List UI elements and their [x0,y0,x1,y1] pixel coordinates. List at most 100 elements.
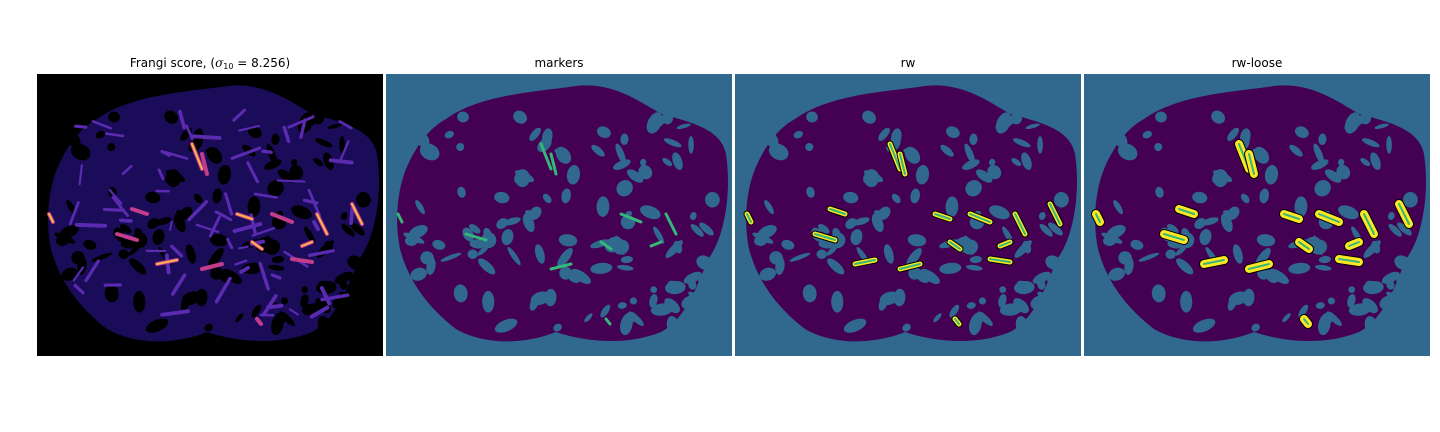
markers-image [386,74,732,356]
vessel-response [104,132,125,138]
vessel-response [328,158,354,165]
background-region [1403,192,1418,208]
vessel-response [157,168,165,181]
background-region [1106,224,1126,239]
marker-core [1298,241,1310,250]
vessel-response [74,124,88,129]
background-region [553,323,562,332]
dark-region [280,297,289,305]
background-region [426,257,436,275]
background-region [649,294,658,308]
vessel-response [261,149,273,154]
background-region [1014,240,1032,259]
background-region [1045,255,1062,270]
vessel-response [187,200,209,222]
marker-core [899,263,921,270]
background-region [469,239,486,249]
dark-region [251,304,262,318]
vessel-response [164,151,189,160]
background-region [1298,304,1309,318]
background-region [989,205,1010,220]
marker-core [854,259,876,265]
dark-region [155,217,172,226]
background-region [1386,136,1392,154]
background-region [1388,223,1402,237]
marker-core [1248,263,1270,270]
background-region [1037,291,1057,307]
vessel-response-strong [270,212,294,224]
vessel-response [307,249,335,258]
vessel-response-strong [200,152,209,176]
background-region [975,169,993,183]
background-region [1165,249,1176,259]
background-region [877,206,891,220]
background-region [617,302,627,309]
background-region [596,196,610,217]
background-region [646,115,667,131]
vessel-response [169,220,173,231]
vessel-response [238,124,260,132]
dark-region [312,112,325,125]
background-region [1395,315,1402,322]
marker-core [934,213,951,220]
vessel-response [288,308,299,316]
rw-loose-image [1084,74,1430,356]
background-region [1113,200,1123,215]
dark-region [349,274,362,292]
marker-core [949,241,961,250]
dark-region [185,244,196,264]
background-region [514,172,525,184]
background-region [457,111,469,123]
background-region [1318,256,1331,264]
background-region [688,136,694,154]
background-region [457,186,466,198]
vessel-response [238,245,249,250]
background-region [906,247,922,267]
background-region [664,298,680,314]
vessel-response [239,265,251,274]
background-region [687,94,697,104]
dark-region [327,123,342,130]
rw-loose-panel: rw-loose [1084,56,1430,356]
vessel-response [73,283,85,295]
background-region [883,244,894,264]
background-region [494,191,510,204]
dark-region [63,130,81,148]
background-region [1240,193,1250,204]
background-region [408,322,421,333]
vessel-response [72,266,85,282]
marker-core [889,143,901,170]
dark-region [57,306,67,316]
background-region [969,314,982,336]
markers-title: markers [534,56,584,70]
marker-core [1049,203,1061,225]
marker-core [954,318,960,325]
background-region [1130,239,1144,250]
vessel-response-peak [351,203,363,225]
dark-region [314,138,333,148]
background-region [561,188,572,204]
background-region [945,196,959,217]
background-region [496,218,508,230]
background-region [1311,159,1329,170]
background-region [764,200,774,215]
background-region [1362,298,1378,314]
vessel-segment [599,240,613,251]
background-region [1176,258,1194,275]
background-region [626,169,644,183]
background-region [699,222,714,236]
dark-region [323,152,334,171]
dark-region [67,92,89,107]
background-region [542,193,552,204]
background-region [567,272,581,284]
dark-region [347,255,364,270]
background-region [616,264,634,271]
background-region [939,262,962,274]
background-region [1314,264,1332,271]
marker-core [1178,208,1195,215]
background-region [920,268,940,284]
dark-region [289,165,304,180]
background-region [940,144,954,157]
vessel-response [276,179,306,183]
vessel-response [270,273,282,280]
